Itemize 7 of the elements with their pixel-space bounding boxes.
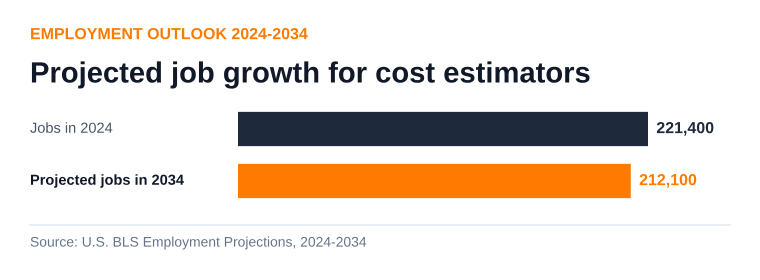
y-tick-label: Jobs in 2024 [30,122,112,133]
source-note: Source: U.S. BLS Employment Projections, 2024-2034 [30,236,366,250]
chart-title: Projected job growth for cost estimators [32,61,590,89]
data-label: 221,400 [656,122,714,136]
y-tick-label: Projected jobs in 2034 [30,174,184,188]
data-label: 212,100 [640,174,696,188]
chart-subtitle: EMPLOYMENT OUTLOOK 2024-2034 [31,28,308,40]
